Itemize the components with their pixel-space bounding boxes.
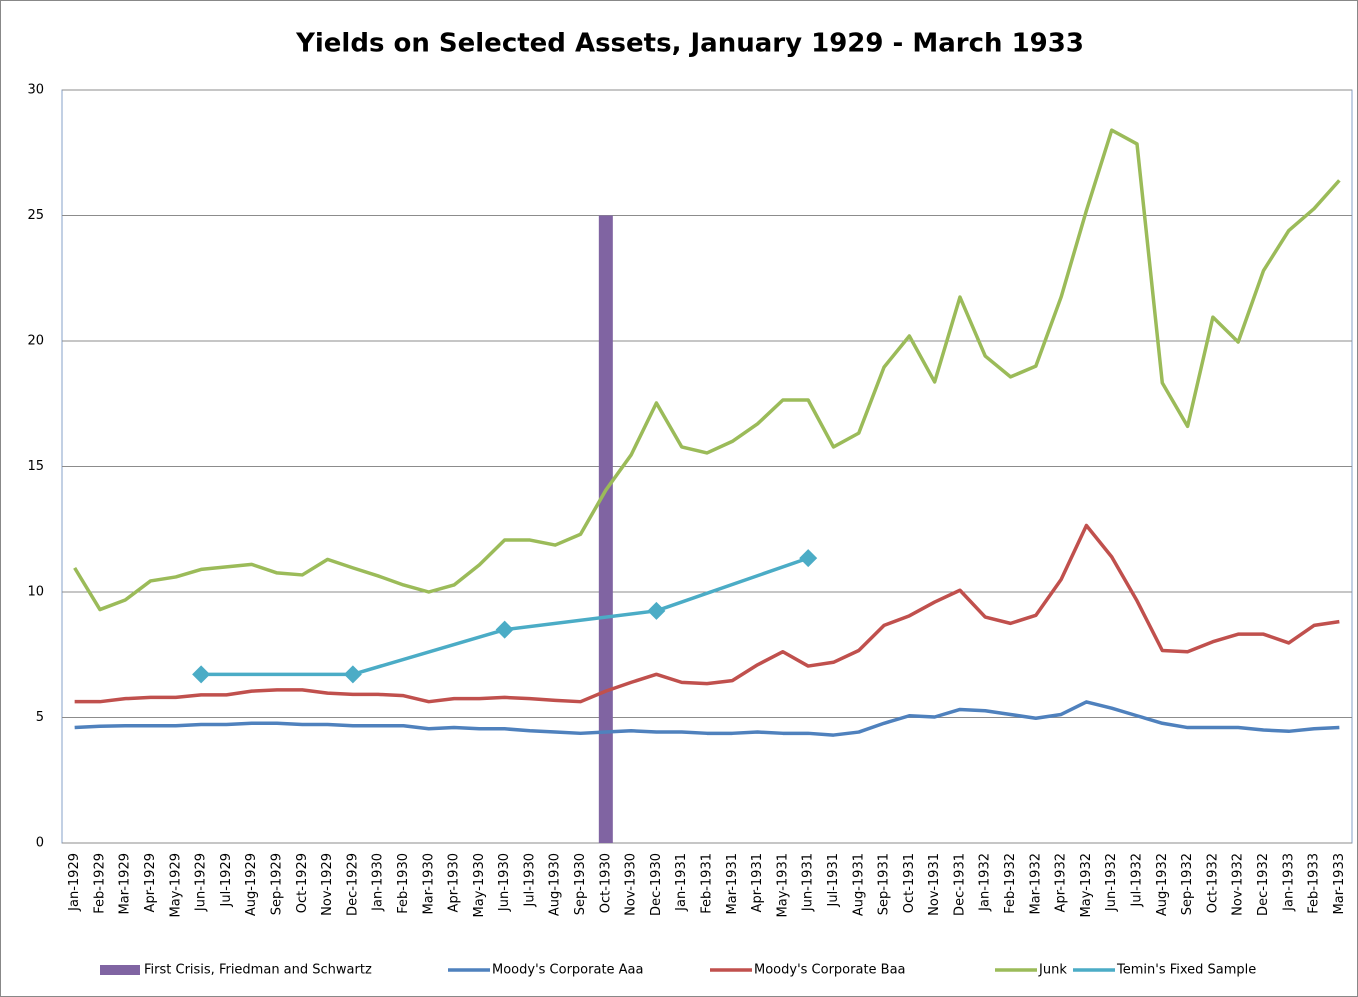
x-tick-label: Mar-1931 [725, 853, 740, 914]
x-tick-label: Aug-1932 [1155, 853, 1170, 916]
y-tick-label: 20 [27, 334, 44, 349]
x-tick-label: Aug-1929 [244, 853, 259, 916]
x-tick-label: Mar-1930 [421, 853, 436, 914]
x-tick-label: Feb-1931 [700, 853, 715, 914]
x-tick-label: May-1930 [472, 853, 487, 917]
legend-label: Moody's Corporate Aaa [492, 963, 644, 978]
x-tick-label: Apr-1932 [1054, 853, 1069, 912]
x-tick-label: Nov-1929 [320, 853, 335, 916]
x-tick-label: Jun-1930 [497, 853, 512, 912]
y-tick-label: 10 [27, 585, 44, 600]
y-tick-label: 5 [36, 710, 44, 725]
x-tick-label: Dec-1931 [952, 853, 967, 916]
y-tick-label: 30 [27, 83, 44, 98]
x-tick-label: Feb-1930 [396, 853, 411, 914]
line-segment [504, 609, 657, 632]
x-tick-label: Jan-1929 [67, 853, 82, 912]
legend-label: First Crisis, Friedman and Schwartz [144, 963, 372, 978]
x-tick-label: Mar-1932 [1028, 853, 1043, 914]
x-tick-label: Jun-1932 [1104, 853, 1119, 912]
marker [192, 665, 211, 684]
line-segment [352, 627, 506, 677]
line [73, 128, 1341, 612]
x-tick-label: Apr-1929 [143, 853, 158, 912]
x-tick-label: Jan-1933 [1281, 853, 1296, 912]
marker [799, 549, 818, 568]
x-tick-label: Sep-1930 [573, 853, 588, 915]
x-tick-label: May-1932 [1079, 853, 1094, 917]
x-tick-label: Jun-1931 [801, 853, 816, 912]
x-tick-label: Sep-1932 [1180, 853, 1195, 915]
x-tick-label: Mar-1933 [1332, 853, 1347, 914]
x-tick-label: Jan-1931 [674, 853, 689, 912]
x-tick-label: Jul-1929 [219, 853, 234, 907]
x-tick-label: Oct-1931 [902, 853, 917, 913]
x-tick-label: Oct-1930 [598, 853, 613, 913]
x-tick-label: Apr-1931 [750, 853, 765, 912]
x-tick-label: Nov-1930 [624, 853, 639, 916]
bar [598, 215, 613, 843]
x-tick-label: Jul-1931 [826, 853, 841, 907]
marker [495, 620, 514, 639]
x-tick-label: Jan-1930 [371, 853, 386, 912]
x-tick-label: Sep-1931 [877, 853, 892, 915]
x-tick-label: Apr-1930 [447, 853, 462, 912]
marker [343, 665, 362, 684]
x-tick-label: Feb-1932 [1003, 853, 1018, 914]
y-tick-label: 25 [27, 208, 44, 223]
x-tick-label: Dec-1929 [345, 853, 360, 916]
x-tick-label: Mar-1929 [118, 853, 133, 914]
legend-label: Moody's Corporate Baa [754, 963, 906, 978]
x-tick-label: Nov-1931 [927, 853, 942, 916]
x-tick-label: Jul-1932 [1130, 853, 1145, 907]
line [74, 523, 1340, 704]
legend-label: Junk [1038, 963, 1067, 978]
y-tick-label: 15 [27, 459, 44, 474]
x-tick-label: Dec-1932 [1256, 853, 1271, 916]
line-segment [655, 556, 809, 613]
x-tick-label: Jan-1932 [978, 853, 993, 912]
x-tick-label: Aug-1931 [851, 853, 866, 916]
x-tick-label: May-1929 [168, 853, 183, 917]
chart-title: Yields on Selected Assets, January 1929 … [295, 29, 1084, 59]
marker [647, 601, 666, 620]
x-tick-label: Sep-1929 [270, 853, 285, 915]
y-tick-label: 0 [36, 836, 44, 851]
x-tick-label: Jul-1930 [522, 853, 537, 907]
line [74, 700, 1340, 737]
legend-swatch [100, 965, 140, 975]
x-tick-label: Aug-1930 [548, 853, 563, 916]
legend-label: Temin's Fixed Sample [1116, 963, 1256, 978]
x-tick-label: Dec-1930 [649, 853, 664, 916]
x-tick-label: Feb-1929 [92, 853, 107, 914]
x-tick-label: Feb-1933 [1307, 853, 1322, 914]
x-tick-label: Oct-1929 [295, 853, 310, 913]
x-tick-label: Nov-1932 [1231, 853, 1246, 916]
x-tick-label: Jun-1929 [194, 853, 209, 912]
x-tick-label: May-1931 [775, 853, 790, 917]
x-tick-label: Oct-1932 [1205, 853, 1220, 913]
